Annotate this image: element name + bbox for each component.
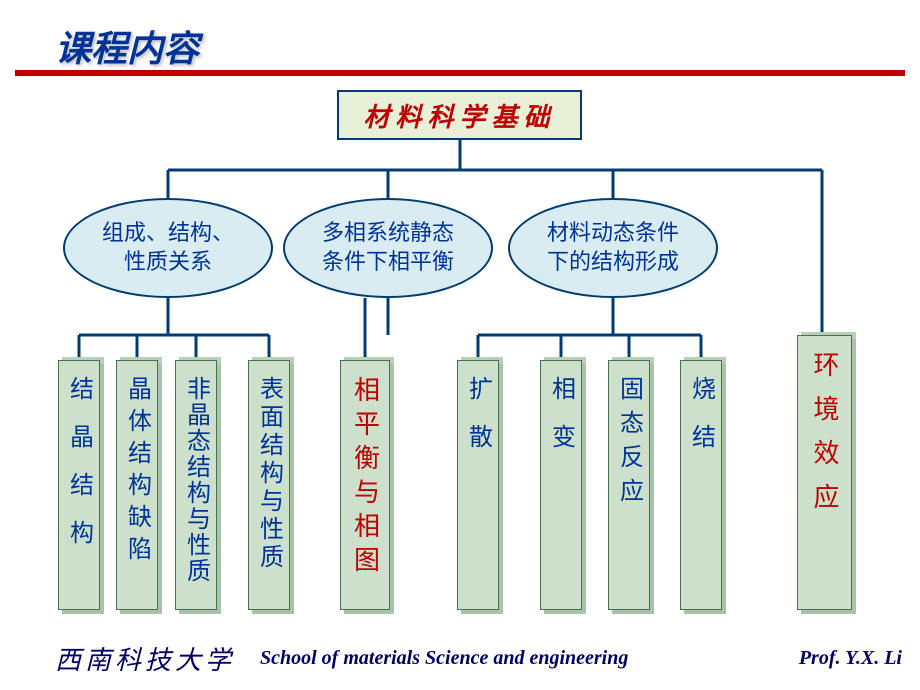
title-underline: [15, 70, 905, 76]
pillar-4: 相平衡与相图: [340, 360, 390, 610]
footer: 西南科技大学 School of materials Science and e…: [0, 638, 920, 678]
slide: 课程内容 材料科学基础 组成、结构、性质关系多相系统静态条件下相平衡材料动态条件…: [0, 0, 920, 690]
pillar-9: 环境效应: [797, 335, 852, 610]
pillar-3: 表面结构与性质: [248, 360, 290, 610]
root-node: 材料科学基础: [337, 90, 582, 140]
pillar-5: 扩散: [457, 360, 499, 610]
pillar-1: 晶体结构缺陷: [116, 360, 158, 610]
category-ellipse-2: 材料动态条件下的结构形成: [508, 198, 718, 298]
category-ellipse-0: 组成、结构、性质关系: [63, 198, 273, 298]
category-ellipse-1: 多相系统静态条件下相平衡: [283, 198, 493, 298]
pillar-6: 相变: [540, 360, 582, 610]
pillar-7: 固态反应: [608, 360, 650, 610]
pillar-2: 非晶态结构与性质: [175, 360, 217, 610]
footer-professor: Prof. Y.X. Li: [799, 647, 902, 670]
pillar-8: 烧结: [680, 360, 722, 610]
footer-school: School of materials Science and engineer…: [260, 647, 628, 670]
pillar-0: 结晶结构: [58, 360, 100, 610]
slide-title: 课程内容: [55, 20, 199, 72]
footer-university: 西南科技大学: [55, 640, 235, 677]
